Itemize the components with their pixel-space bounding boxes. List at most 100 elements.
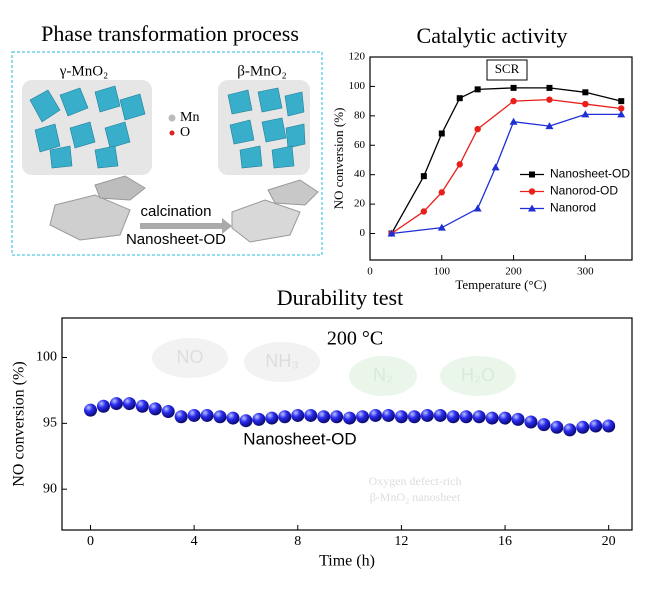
arrow-label: calcination [141, 203, 212, 220]
annotation: N₂ [373, 365, 393, 385]
point [498, 411, 512, 425]
marker [510, 84, 517, 91]
chart-title: Catalytic activity [417, 23, 568, 48]
faded-bubble [152, 338, 228, 378]
x-tick-label: 16 [498, 534, 512, 549]
x-axis-label: Temperature (°C) [455, 277, 546, 292]
point [433, 408, 447, 422]
annotation: 200 °C [327, 328, 383, 350]
y-tick-label: 100 [349, 80, 366, 92]
point [511, 412, 525, 426]
legend-label: Nanorod [550, 201, 596, 215]
marker [582, 100, 589, 108]
chart-title: Durability test [277, 285, 403, 310]
y-tick-label: 100 [36, 350, 57, 365]
y-axis-label: NO conversion (%) [11, 361, 28, 486]
sheet [49, 194, 131, 241]
point [84, 403, 97, 417]
point [459, 410, 473, 424]
x-axis-label: Time (h) [319, 553, 375, 570]
annotation: NH₃ [265, 351, 298, 371]
marker [474, 125, 481, 133]
point [109, 397, 123, 411]
annotation-box [486, 59, 528, 81]
point [550, 420, 564, 434]
point [576, 420, 590, 434]
legend-label: Mn [180, 110, 199, 125]
annotation: SCR [495, 61, 520, 76]
y-tick-label: 60 [354, 139, 366, 151]
annotation: H₂O [461, 365, 495, 385]
x-tick-label: 100 [434, 266, 451, 278]
marker [473, 204, 482, 212]
diagram-title: Phase transformation process [41, 21, 299, 46]
marker [618, 105, 625, 112]
point [524, 415, 538, 429]
point [96, 399, 110, 413]
point [265, 411, 279, 425]
point [563, 423, 577, 437]
point [369, 408, 382, 422]
marker [420, 173, 427, 180]
x-tick-label: 200 [505, 266, 522, 278]
legend-dot [168, 114, 176, 122]
x-tick-label: 0 [367, 266, 373, 278]
sheet [231, 199, 301, 243]
x-tick-label: 4 [191, 534, 198, 549]
sheet [94, 175, 146, 201]
marker [456, 161, 463, 168]
marker [581, 110, 590, 118]
phase-label: β-MnO₂ [237, 63, 287, 79]
marker [546, 84, 553, 91]
annotation: Oxygen defect-rich [369, 474, 462, 488]
marker [438, 130, 445, 137]
point [200, 408, 214, 422]
marker [582, 89, 589, 96]
marker [474, 86, 481, 93]
y-tick-label: 95 [43, 416, 57, 431]
marker [491, 163, 500, 171]
point [226, 411, 240, 425]
y-tick-label: 90 [43, 481, 57, 496]
marker [437, 223, 446, 231]
crystal [29, 85, 306, 169]
point [420, 408, 434, 422]
x-tick-label: 8 [294, 534, 301, 549]
faded-bubble [244, 342, 320, 382]
diagram-frame [11, 51, 323, 256]
marker [510, 97, 517, 105]
point [304, 408, 318, 422]
point [356, 410, 370, 424]
point [135, 399, 149, 413]
point [394, 410, 408, 424]
point [446, 410, 460, 424]
point [407, 410, 421, 424]
point [602, 419, 616, 433]
marker [617, 110, 626, 118]
marker [618, 98, 625, 105]
plot-frame [61, 317, 633, 531]
arrow-head [222, 218, 232, 234]
point [317, 410, 331, 424]
point [278, 410, 292, 424]
marker [420, 208, 428, 215]
y-tick-label: 20 [354, 198, 366, 210]
x-tick-label: 20 [602, 534, 616, 549]
legend-label: Nanorod-OD [550, 184, 618, 198]
point [485, 411, 499, 425]
plot-frame [369, 56, 633, 261]
point [239, 414, 253, 428]
x-tick-label: 0 [87, 534, 94, 549]
marker [545, 122, 554, 130]
y-tick-label: 40 [354, 168, 366, 180]
product-label: Nanosheet-OD [126, 231, 226, 248]
point [252, 412, 266, 426]
point [381, 408, 395, 422]
marker [509, 117, 518, 125]
x-tick-label: 12 [394, 534, 408, 549]
y-tick-label: 80 [354, 109, 366, 121]
marker [546, 96, 553, 103]
y-tick-label: 120 [349, 51, 366, 63]
y-tick-label: 0 [360, 227, 366, 239]
